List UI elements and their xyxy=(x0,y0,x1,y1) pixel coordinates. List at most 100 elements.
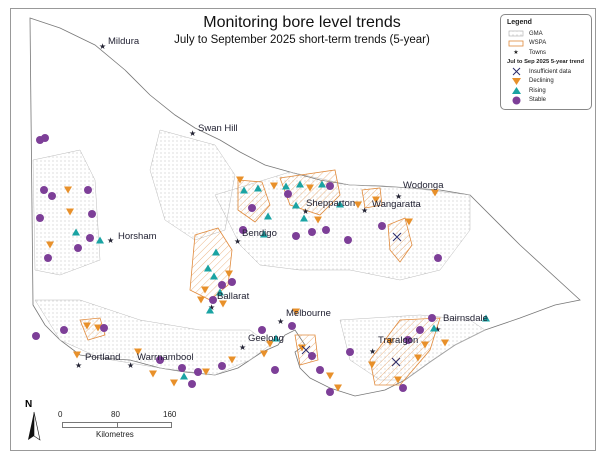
stable-marker xyxy=(32,332,40,340)
declining-marker xyxy=(372,196,380,204)
stable-marker xyxy=(326,182,334,190)
stable-marker xyxy=(88,210,96,218)
declining-marker xyxy=(386,338,394,346)
town-label: Wodonga xyxy=(403,180,444,191)
legend: Legend GMA WSPA ★ Towns Jul to Sep 2025 5… xyxy=(500,14,592,110)
declining-marker xyxy=(421,341,429,349)
stable-marker xyxy=(346,348,354,356)
legend-rising-label: Rising xyxy=(529,87,546,94)
declining-marker xyxy=(170,379,178,387)
rising-marker xyxy=(212,248,220,256)
rising-marker xyxy=(296,180,304,188)
town-label: Horsham xyxy=(118,231,157,242)
declining-marker xyxy=(334,384,342,392)
scale-label-0: 0 xyxy=(58,410,63,419)
stable-marker xyxy=(40,186,48,194)
north-arrow xyxy=(28,411,41,441)
town-star-icon: ★ xyxy=(208,303,215,312)
rising-marker xyxy=(292,201,300,209)
circle-icon xyxy=(512,96,520,105)
town-star-icon: ★ xyxy=(99,42,106,51)
triangle-up-icon xyxy=(511,87,521,95)
stable-marker xyxy=(218,362,226,370)
town-star-icon: ★ xyxy=(75,361,82,370)
legend-declining: Declining xyxy=(501,77,591,87)
declining-marker xyxy=(298,344,306,352)
stable-marker xyxy=(404,336,412,344)
legend-insufficient: Insufficient data xyxy=(501,67,591,77)
scale-unit: Kilometres xyxy=(96,430,134,439)
town-label: Ballarat xyxy=(217,291,250,302)
declining-marker xyxy=(83,322,91,330)
town-label: Traralgon xyxy=(378,335,419,346)
declining-marker xyxy=(326,372,334,380)
declining-marker xyxy=(73,351,81,359)
declining-marker xyxy=(46,241,54,249)
stable-marker xyxy=(308,352,316,360)
stable-marker xyxy=(434,254,442,262)
wspa-swatch-icon xyxy=(508,40,524,47)
town-star-icon: ★ xyxy=(189,129,196,138)
town-star-icon: ★ xyxy=(127,361,134,370)
stable-marker xyxy=(36,214,44,222)
stable-marker xyxy=(308,228,316,236)
stable-marker xyxy=(322,226,330,234)
legend-gma: GMA xyxy=(501,29,591,39)
town-star-icon: ★ xyxy=(107,236,114,245)
town-label: Geelong xyxy=(248,333,284,344)
declining-marker xyxy=(260,350,268,358)
declining-marker xyxy=(266,340,274,348)
stable-marker xyxy=(326,388,334,396)
legend-wspa: WSPA xyxy=(501,39,591,49)
rising-marker xyxy=(204,264,212,272)
declining-marker xyxy=(134,348,142,356)
rising-marker xyxy=(318,180,326,188)
rising-marker xyxy=(272,334,280,342)
stable-marker xyxy=(399,384,407,392)
town-label: Mildura xyxy=(108,36,140,47)
rising-marker xyxy=(240,186,248,194)
town-star-icon: ★ xyxy=(434,325,441,334)
insufficient-data-marker xyxy=(391,357,401,367)
stable-marker xyxy=(316,366,324,374)
rising-marker xyxy=(72,228,80,236)
rising-marker xyxy=(482,314,490,322)
stable-marker xyxy=(292,232,300,240)
town-label: Melbourne xyxy=(286,308,331,319)
town-star-icon: ★ xyxy=(369,347,376,356)
stable-marker xyxy=(178,364,186,372)
declining-marker xyxy=(431,189,439,197)
legend-stable-label: Stable xyxy=(529,97,547,104)
legend-trend-heading: Jul to Sep 2025 5-year trend xyxy=(507,58,585,65)
rising-marker xyxy=(260,230,268,238)
stable-marker xyxy=(48,192,56,200)
rising-marker xyxy=(254,184,262,192)
town-label: Portland xyxy=(85,352,121,363)
legend-heading: Legend xyxy=(507,19,532,26)
stable-marker xyxy=(100,324,108,332)
rising-marker xyxy=(336,200,344,208)
stable-marker xyxy=(218,281,226,289)
legend-towns-label: Towns xyxy=(529,49,547,56)
rising-marker xyxy=(180,372,188,380)
town-star-icon: ★ xyxy=(395,192,402,201)
stable-marker xyxy=(74,244,82,252)
declining-marker xyxy=(292,308,300,316)
declining-marker xyxy=(441,339,449,347)
legend-insufficient-label: Insufficient data xyxy=(529,68,571,75)
town-star-icon: ★ xyxy=(239,343,246,352)
town-label: Bendigo xyxy=(242,228,277,239)
declining-marker xyxy=(270,182,278,190)
stable-marker xyxy=(258,326,266,334)
rising-marker xyxy=(430,324,438,332)
stable-marker xyxy=(288,322,296,330)
map-frame xyxy=(10,8,596,451)
declining-marker xyxy=(202,368,210,376)
stable-marker xyxy=(239,226,247,234)
town-label: Shepparton xyxy=(306,198,356,209)
stable-marker xyxy=(428,314,436,322)
town-star-icon: ★ xyxy=(361,206,368,215)
declining-marker xyxy=(354,201,362,209)
rising-marker xyxy=(264,212,272,220)
